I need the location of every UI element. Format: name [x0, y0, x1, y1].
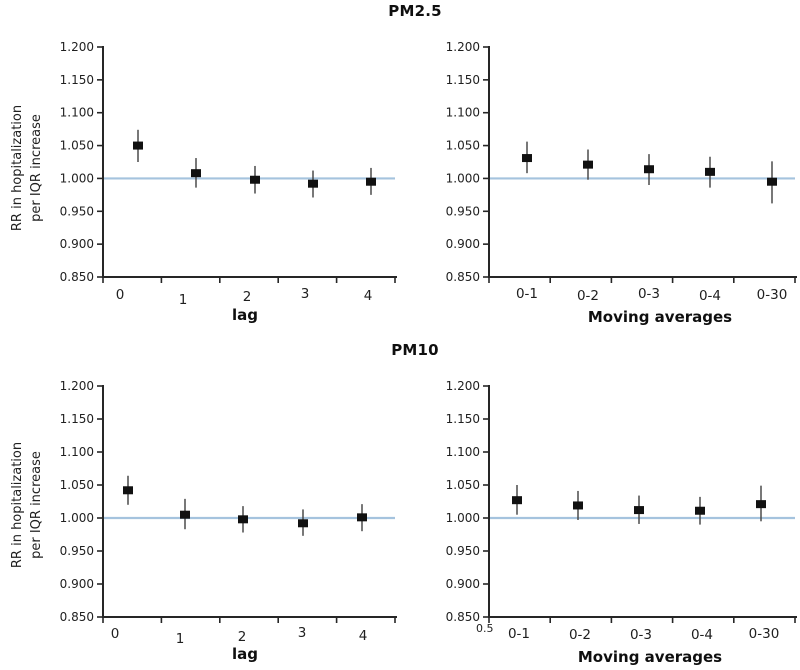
y-tick-label: 0.900	[60, 237, 94, 251]
y-tick-label: 1.200	[60, 379, 94, 393]
x-category-label: 1	[176, 631, 185, 647]
data-point-marker	[298, 519, 308, 528]
x-category-label: 0-30	[757, 287, 788, 303]
y-tick-label: 1.000	[60, 171, 94, 185]
chart-pm10-moving-averages: 0.850 0.900 0.950 1.000 1.050 1.100 1.150 1.200…	[446, 379, 797, 643]
y-tick-label: 1.150	[446, 412, 480, 426]
y-tick-label: 1.050	[60, 139, 94, 153]
data-point-marker	[573, 501, 583, 510]
data-point-marker	[583, 160, 593, 169]
x-category-label: 3	[301, 286, 310, 302]
data-point-marker	[180, 510, 190, 519]
data-point-marker	[634, 506, 644, 515]
y-tick-label: 1.000	[446, 511, 480, 525]
panel-title-pm10: PM10	[391, 341, 439, 359]
y-tick-label: 1.000	[60, 511, 94, 525]
data-point-marker	[133, 141, 143, 150]
x-category-label: 3	[298, 625, 307, 641]
y-axis-title-top-line1: RR in hopitalization	[10, 104, 25, 232]
x-category-label: 0-4	[691, 627, 713, 643]
chart-pm10-lag: 0.850 0.900 0.950 1.000 1.050 1.100 1.150 1.200…	[60, 379, 397, 647]
y-tick-label: 1.050	[60, 478, 94, 492]
data-point-marker	[644, 165, 654, 174]
x-category-label: 0-2	[569, 627, 591, 643]
y-tick-label: 0.850	[446, 270, 480, 284]
y-tick-label: 1.050	[446, 139, 480, 153]
y-tick-label: 1.150	[446, 73, 480, 87]
data-point-marker	[512, 496, 522, 505]
y-tick-label: 1.000	[446, 171, 480, 185]
chart-pm25-moving-averages: 0.850 0.900 0.950 1.000 1.050 1.100 1.150 1.200…	[446, 40, 797, 304]
y-tick-label: 1.100	[446, 106, 480, 120]
y-tick-label: 1.100	[60, 106, 94, 120]
data-point-marker	[238, 515, 248, 524]
y-tick-label: 0.850	[446, 610, 480, 624]
y-axis-title-bottom: RR in hopitalization per IQR increase	[8, 420, 48, 590]
y-tick-label: 1.100	[60, 445, 94, 459]
data-point-marker	[308, 179, 318, 188]
x-axis-title-pm25-lag: lag	[231, 306, 258, 324]
y-axis-title-top: RR in hopitalization per IQR increase	[8, 83, 48, 253]
panel-title-pm25: PM2.5	[388, 2, 442, 20]
x-axis-title-pm10-lag: lag	[231, 645, 258, 663]
y-axis-title-bottom-line2: per IQR increase	[29, 451, 44, 559]
data-point-marker	[767, 177, 777, 186]
x-category-label: 0-3	[630, 627, 652, 643]
x-category-label: 0-1	[516, 286, 538, 302]
x-category-label: 2	[243, 289, 252, 305]
x-category-label: 0	[111, 626, 120, 642]
data-point-marker	[123, 486, 133, 495]
x-category-label: 0-30	[749, 626, 780, 642]
data-point-marker	[191, 169, 201, 178]
y-tick-label: 0.850	[60, 270, 94, 284]
x-category-label: 0-1	[508, 626, 530, 642]
y-tick-label: 0.900	[446, 237, 480, 251]
y-tick-label: 0.950	[446, 204, 480, 218]
x-axis-title-pm25-moving-averages: Moving averages	[587, 308, 733, 326]
x-category-label: 0-3	[638, 286, 660, 302]
y-tick-label: 1.200	[446, 40, 480, 54]
y-tick-label: 1.150	[60, 412, 94, 426]
x-axis-title-pm10-moving-averages: Moving averages	[577, 648, 723, 666]
x-category-label: 0-4	[699, 288, 721, 304]
data-point-marker	[695, 506, 705, 515]
y-tick-label: 0.850	[60, 610, 94, 624]
y-axis-title-bottom-line1: RR in hopitalization	[10, 441, 25, 569]
y-tick-label: 0.950	[60, 544, 94, 558]
x-axis-min-label: 0.5	[476, 622, 494, 635]
y-tick-label: 0.900	[446, 577, 480, 591]
data-point-marker	[705, 167, 715, 176]
y-tick-label: 1.150	[60, 73, 94, 87]
x-category-label: 1	[179, 292, 188, 308]
data-point-marker	[522, 154, 532, 163]
x-category-label: 4	[364, 288, 373, 304]
y-axis-title-top-line2: per IQR increase	[29, 114, 44, 222]
y-tick-label: 0.950	[60, 204, 94, 218]
y-tick-label: 1.100	[446, 445, 480, 459]
x-category-label: 0-2	[577, 288, 599, 304]
y-tick-label: 1.200	[60, 40, 94, 54]
y-tick-label: 1.200	[446, 379, 480, 393]
y-tick-label: 1.050	[446, 478, 480, 492]
data-point-marker	[366, 177, 376, 186]
chart-pm25-lag: 0.850 0.900 0.950 1.000 1.050 1.100 1.150 1.200…	[60, 40, 397, 308]
y-tick-label: 0.950	[446, 544, 480, 558]
x-category-label: 2	[238, 629, 247, 645]
x-category-label: 4	[359, 628, 368, 644]
x-category-label: 0	[116, 287, 125, 303]
data-point-marker	[357, 513, 367, 522]
y-tick-label: 0.900	[60, 577, 94, 591]
data-point-marker	[250, 175, 260, 184]
data-point-marker	[756, 500, 766, 509]
